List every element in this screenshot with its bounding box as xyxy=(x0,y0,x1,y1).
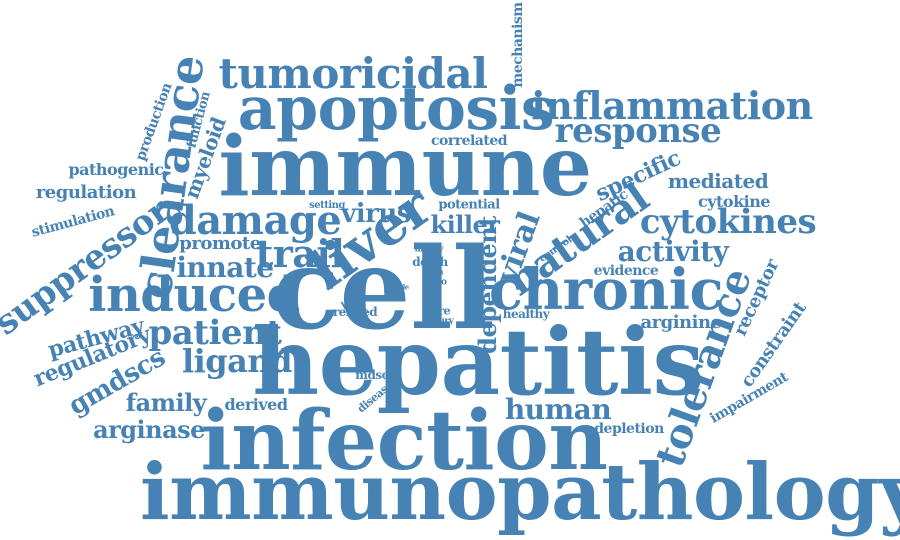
word-setting: setting xyxy=(309,200,345,211)
word-depletion: depletion xyxy=(594,421,664,437)
word-death: death xyxy=(412,255,448,269)
word-immunopathology: immunopathology xyxy=(139,447,900,538)
word-mechanism: mechanism xyxy=(510,2,526,88)
word-virus: virus xyxy=(341,199,411,229)
word-cytokines: cytokines xyxy=(639,202,817,242)
word-patient: patient xyxy=(148,313,282,353)
word-mediated: mediated xyxy=(667,169,769,193)
word-potential: potential xyxy=(438,197,500,213)
word-cytokine: cytokine xyxy=(697,192,771,211)
word-ligand: ligand xyxy=(181,342,293,380)
word-related: related xyxy=(332,305,378,319)
word-mdscs: mdscs xyxy=(355,368,395,382)
word-healthy: healthy xyxy=(502,307,550,321)
word-induced: induced xyxy=(88,267,300,323)
word-evidence: evidence xyxy=(593,263,659,279)
word-trail: trail xyxy=(255,231,345,276)
word-injury: injury xyxy=(426,316,454,327)
word-response: response xyxy=(554,111,722,151)
word-human: human xyxy=(504,393,612,426)
word-innate: innate xyxy=(176,251,274,284)
word-dependent: dependent xyxy=(473,216,502,354)
word-damage: damage xyxy=(168,197,342,244)
word-promote: promote xyxy=(179,233,261,254)
word-hepatitis: hepatitis xyxy=(252,308,704,416)
word-role: role xyxy=(395,282,409,292)
word-vitro: vitro xyxy=(425,277,447,288)
word-flare: flare xyxy=(423,304,451,318)
word-derived: derived xyxy=(224,395,288,414)
word-arginine: arginine xyxy=(640,312,722,333)
word-pathogenic: pathogenic xyxy=(68,160,164,179)
word-regulation: regulation xyxy=(35,182,137,203)
word-cell: cell xyxy=(271,224,495,355)
word-chronic: chronic xyxy=(488,257,724,323)
word-family: family xyxy=(125,388,207,417)
word-data: data xyxy=(422,267,444,278)
word-arginase: arginase xyxy=(93,415,205,444)
word-infection: infection xyxy=(200,393,608,489)
word-correlated: correlated xyxy=(430,133,508,149)
word-killer: killer xyxy=(430,210,500,239)
word-apoptosis: apoptosis xyxy=(237,74,555,144)
word-tumoricidal: tumoricidal xyxy=(218,49,488,98)
word-activity: activity xyxy=(617,235,729,268)
word-immune: immune xyxy=(218,119,592,215)
word-ability: ability xyxy=(414,244,444,255)
word-inflammation: inflammation xyxy=(531,83,813,128)
